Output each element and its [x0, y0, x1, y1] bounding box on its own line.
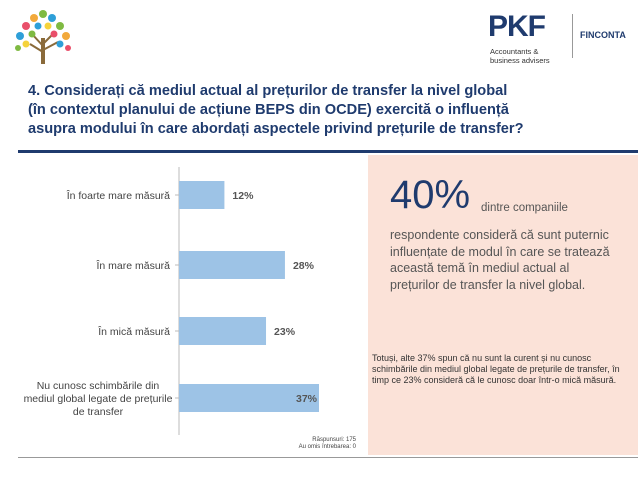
tree-logo-icon	[15, 10, 71, 64]
pkf-brand: PKF	[488, 10, 546, 43]
data-label: 37%	[296, 393, 318, 405]
bar-3	[179, 317, 267, 345]
data-label: 23%	[274, 326, 296, 338]
response-note: Răspunsuri: 175	[312, 437, 356, 443]
secondary-text: Totuși, alte 37% spun că nu sunt la cure…	[372, 353, 620, 386]
highlight-lead: dintre companiile	[481, 202, 568, 214]
category-label: Nu cunosc schimbările din	[37, 380, 160, 392]
footer-divider	[18, 457, 638, 458]
data-label: 28%	[293, 260, 315, 272]
pkf-tagline: Accountants & business advisers	[490, 47, 550, 65]
title-line: asupra modului în care abordați aspectel…	[28, 121, 524, 137]
highlight-value: 40%	[390, 173, 471, 217]
pkf-logo: PKF Accountants & business advisers FINC…	[488, 8, 634, 64]
highlight-text: respondente consideră că sunt puternic i…	[390, 228, 610, 292]
category-label: de transfer	[73, 406, 124, 418]
title-line: 4. Considerați că mediul actual al prețu…	[28, 83, 508, 99]
logo-divider	[572, 14, 573, 58]
data-label: 12%	[232, 190, 254, 202]
response-note: Au omis întrebarea: 0	[299, 444, 357, 450]
title-line: (în contextul planului de acțiune BEPS d…	[28, 102, 509, 118]
bar-1	[179, 181, 225, 209]
bar-chart: 12% În foarte mare măsură 28% În mare măsur…	[24, 167, 357, 450]
title-divider	[18, 150, 638, 153]
bar-2	[179, 251, 285, 279]
partner-name: FINCONTA	[580, 30, 626, 40]
category-label: În mică măsură	[97, 325, 170, 338]
category-label: În foarte mare măsură	[66, 189, 170, 202]
bar-4	[179, 384, 319, 412]
slide-title: 4. Considerați că mediul actual al prețu…	[28, 82, 628, 139]
category-label: mediul global legate de prețurile	[24, 393, 173, 405]
category-label: În mare măsură	[95, 259, 170, 272]
summary-panel: 40% dintre companiile respondente consid…	[368, 155, 638, 455]
